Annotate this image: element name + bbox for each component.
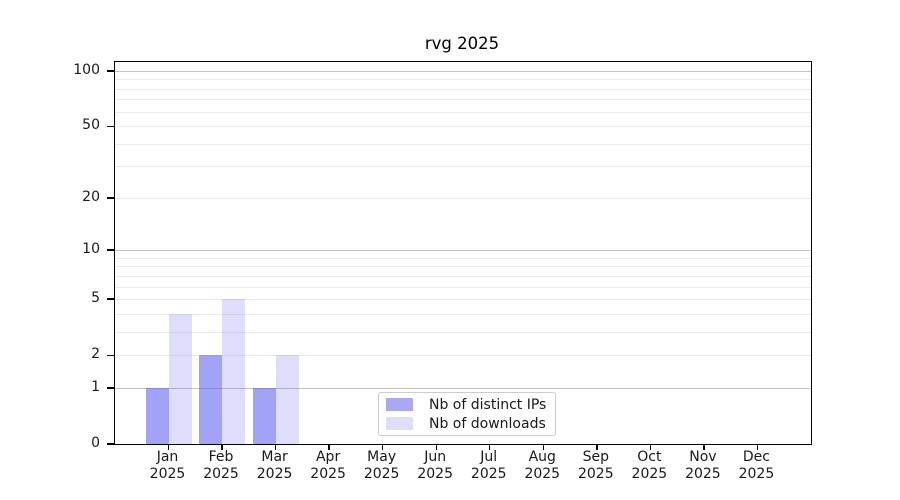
bar-downloads bbox=[168, 313, 192, 444]
y-axis-tick bbox=[107, 249, 115, 251]
month-label: Jul bbox=[480, 449, 498, 465]
gridline-minor bbox=[115, 197, 811, 199]
year-label: 2025 bbox=[738, 465, 775, 482]
y-axis-tick-label: 1 bbox=[91, 378, 100, 395]
year-label: 2025 bbox=[417, 465, 453, 482]
gridline-minor bbox=[115, 355, 811, 357]
gridline-minor bbox=[115, 99, 811, 101]
y-axis-tick bbox=[107, 298, 115, 300]
x-axis-tick bbox=[167, 444, 170, 450]
bar-distinct-ips bbox=[145, 387, 169, 444]
year-label: 2025 bbox=[310, 465, 346, 482]
month-label: Sep bbox=[582, 449, 609, 465]
gridline-minor bbox=[115, 111, 811, 113]
x-axis-tick bbox=[221, 444, 223, 450]
year-label: 2025 bbox=[577, 465, 614, 482]
x-axis-tick bbox=[489, 444, 491, 450]
x-axis-tick bbox=[381, 444, 384, 450]
legend-label-downloads: Nb of downloads bbox=[429, 415, 546, 432]
month-label: Dec bbox=[742, 449, 770, 465]
y-axis-tick-label: 20 bbox=[82, 188, 100, 205]
legend-label-distinct-ips: Nb of distinct IPs bbox=[429, 396, 547, 413]
x-axis-tick-label: Jun 2025 bbox=[403, 449, 467, 482]
gridline-minor bbox=[115, 79, 811, 81]
month-label: Oct bbox=[637, 449, 662, 465]
legend-item-downloads: Nb of downloads bbox=[386, 414, 546, 433]
y-axis-tick-label: 50 bbox=[82, 117, 100, 134]
x-axis-tick-label: Mar 2025 bbox=[243, 449, 307, 482]
chart-title: rvg 2025 bbox=[424, 34, 500, 53]
x-axis-tick bbox=[649, 444, 652, 450]
y-axis-tick-label: 10 bbox=[82, 241, 100, 258]
x-axis-tick bbox=[703, 444, 705, 450]
x-axis-tick-label: May 2025 bbox=[350, 449, 414, 482]
legend: Nb of distinct IPs Nb of downloads bbox=[378, 392, 557, 436]
gridline-minor bbox=[115, 299, 811, 301]
x-axis-tick-label: Sep 2025 bbox=[564, 449, 628, 482]
month-label: Nov bbox=[689, 449, 717, 465]
gridline-minor bbox=[115, 275, 811, 277]
gridline-decade bbox=[115, 250, 811, 252]
month-label: May bbox=[367, 449, 397, 465]
year-label: 2025 bbox=[203, 465, 239, 482]
x-axis-tick bbox=[328, 444, 330, 450]
legend-swatch-distinct-ips bbox=[386, 398, 413, 411]
y-axis-tick bbox=[107, 443, 115, 445]
year-label: 2025 bbox=[631, 465, 668, 482]
y-axis-tick bbox=[107, 197, 115, 199]
x-axis-tick-label: Jul 2025 bbox=[457, 449, 521, 482]
bar-distinct-ips bbox=[199, 355, 223, 444]
year-label: 2025 bbox=[149, 465, 186, 482]
month-label: Feb bbox=[208, 449, 234, 465]
gridline-minor bbox=[115, 166, 811, 168]
year-label: 2025 bbox=[256, 465, 293, 482]
bar-downloads bbox=[275, 355, 299, 444]
x-axis-tick-label: Apr 2025 bbox=[296, 449, 360, 482]
gridline-minor bbox=[115, 126, 811, 128]
x-axis-tick-label: Oct 2025 bbox=[617, 449, 681, 482]
y-axis-tick-label: 5 bbox=[91, 290, 100, 307]
x-axis-tick-label: Jan 2025 bbox=[136, 449, 200, 482]
gridline-minor bbox=[115, 331, 811, 333]
plot-area bbox=[107, 61, 812, 450]
month-label: Mar bbox=[261, 449, 288, 465]
gridline-minor bbox=[115, 313, 811, 315]
year-label: 2025 bbox=[524, 465, 561, 482]
y-axis-tick bbox=[107, 70, 115, 72]
x-axis-tick-label: Nov 2025 bbox=[671, 449, 735, 482]
month-label: Aug bbox=[528, 449, 556, 465]
gridline-minor bbox=[115, 286, 811, 288]
gridline-decade bbox=[115, 387, 811, 389]
year-label: 2025 bbox=[470, 465, 507, 482]
year-label: 2025 bbox=[363, 465, 400, 482]
gridline-decade bbox=[115, 71, 811, 72]
y-axis-tick bbox=[107, 354, 115, 356]
x-axis-tick bbox=[756, 444, 759, 450]
month-label: Jan bbox=[156, 449, 179, 465]
gridline-minor bbox=[115, 143, 811, 145]
x-axis-tick bbox=[274, 444, 277, 450]
x-axis-tick bbox=[596, 444, 598, 450]
legend-swatch-downloads bbox=[386, 417, 413, 430]
month-label: Apr bbox=[315, 449, 341, 465]
bar-distinct-ips bbox=[252, 387, 276, 444]
x-axis-tick-label: Dec 2025 bbox=[724, 449, 788, 482]
year-label: 2025 bbox=[685, 465, 721, 482]
gridline-minor bbox=[115, 257, 811, 259]
x-axis-tick bbox=[435, 444, 437, 450]
y-axis-tick-label: 0 bbox=[91, 435, 100, 451]
x-axis-tick bbox=[542, 444, 544, 450]
y-axis-tick bbox=[107, 125, 115, 127]
y-axis-tick-label: 100 bbox=[73, 62, 100, 78]
gridline-minor bbox=[115, 88, 811, 90]
y-axis-tick-label: 2 bbox=[91, 346, 100, 363]
y-axis-tick bbox=[107, 387, 115, 389]
legend-item-distinct-ips: Nb of distinct IPs bbox=[386, 395, 546, 414]
gridline-minor bbox=[115, 266, 811, 268]
bar-downloads bbox=[222, 299, 246, 444]
month-label: Jun bbox=[424, 449, 447, 465]
x-axis-tick-label: Feb 2025 bbox=[189, 449, 253, 482]
x-axis-tick-label: Aug 2025 bbox=[510, 449, 574, 482]
